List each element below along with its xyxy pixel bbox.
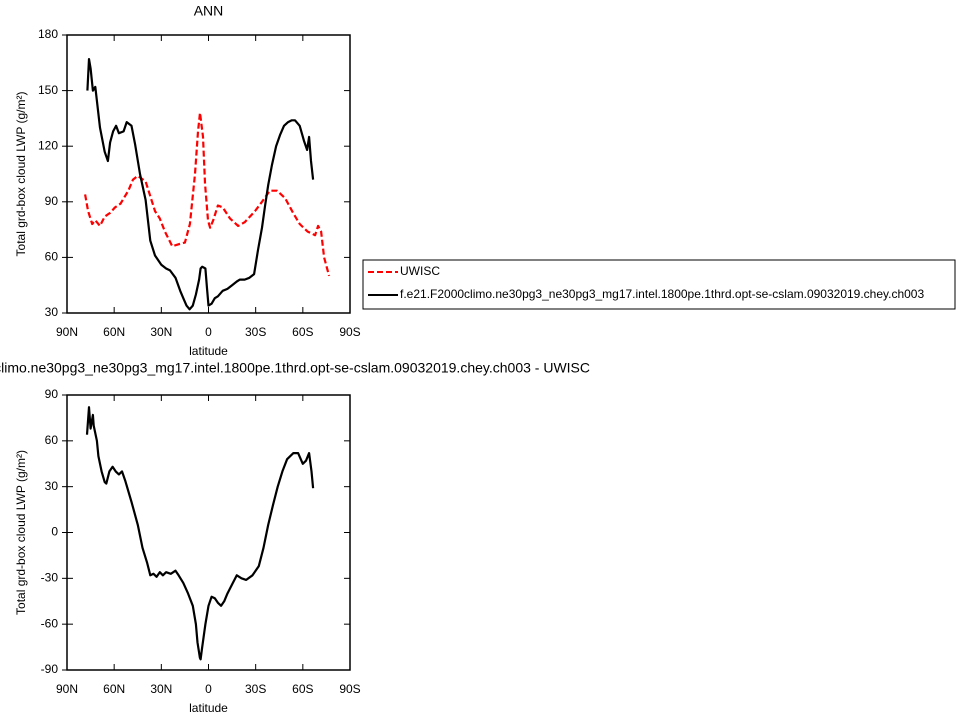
x-tick-label: 90S — [339, 325, 360, 339]
x-axis-label: latitude — [189, 701, 228, 715]
plot-frame — [66, 394, 351, 671]
y-tick-label: 90 — [45, 194, 59, 208]
y-tick-label: 60 — [45, 250, 59, 264]
y-tick-label: 150 — [38, 83, 58, 97]
series-line — [84, 111, 331, 277]
x-tick-label: 90S — [339, 682, 360, 696]
series-line — [86, 58, 315, 311]
y-tick-label: 30 — [45, 479, 59, 493]
x-tick-label: 30N — [150, 325, 172, 339]
legend-box — [362, 259, 956, 310]
y-tick-label: 120 — [38, 138, 58, 152]
chart-title: ANN — [194, 3, 224, 19]
series-line — [85, 406, 315, 661]
y-tick-label: -30 — [41, 571, 59, 585]
x-tick-label: 30N — [150, 682, 172, 696]
plot-frame — [66, 34, 351, 314]
y-axis-label: Total grd-box cloud LWP (g/m²) — [14, 92, 28, 257]
y-tick-label: -90 — [41, 662, 59, 676]
x-tick-label: 60S — [292, 325, 313, 339]
x-tick-label: 0 — [205, 682, 212, 696]
y-tick-label: 0 — [51, 525, 58, 539]
x-axis-label: latitude — [189, 344, 228, 358]
x-tick-label: 60S — [292, 682, 313, 696]
x-tick-label: 90N — [56, 682, 78, 696]
legend-label: UWISC — [400, 264, 440, 278]
x-tick-label: 60N — [103, 682, 125, 696]
y-tick-label: 60 — [45, 433, 59, 447]
y-tick-label: 180 — [38, 27, 58, 41]
legend-label: f.e21.F2000climo.ne30pg3_ne30pg3_mg17.in… — [400, 287, 924, 301]
x-tick-label: 0 — [205, 325, 212, 339]
y-tick-label: -60 — [41, 616, 59, 630]
x-tick-label: 30S — [245, 325, 266, 339]
y-tick-label: 30 — [45, 305, 59, 319]
chart-title: f.e21.F2000climo.ne30pg3_ne30pg3_mg17.in… — [0, 360, 590, 376]
y-axis-label: Total grd-box cloud LWP (g/m²) — [14, 450, 28, 615]
y-tick-label: 90 — [45, 387, 59, 401]
x-tick-label: 60N — [103, 325, 125, 339]
x-tick-label: 90N — [56, 325, 78, 339]
x-tick-label: 30S — [245, 682, 266, 696]
